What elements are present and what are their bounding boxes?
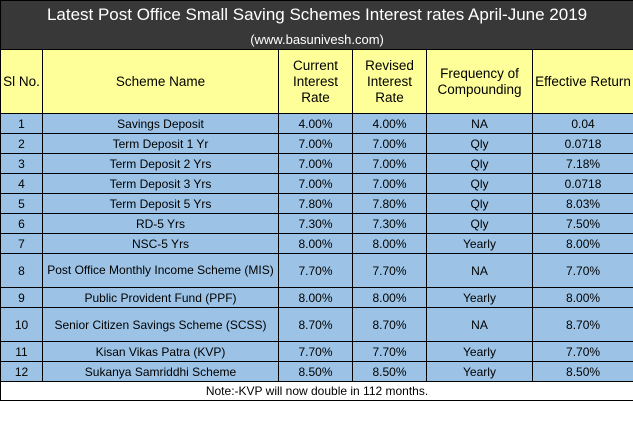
table-row: 3 Term Deposit 2 Yrs 7.00% 7.00% Qly 7.18% [0,153,633,174]
table-row: 7 NSC-5 Yrs 8.00% 8.00% Yearly 8.00% [0,233,633,254]
cell-scheme-name: Term Deposit 5 Yrs [42,193,279,214]
cell-scheme-name: Kisan Vikas Patra (KVP) [42,341,279,362]
header-current-rate: Current Interest Rate [278,49,353,114]
cell-current-rate: 7.00% [278,173,353,194]
cell-current-rate: 7.30% [278,213,353,234]
table-row: 6 RD-5 Yrs 7.30% 7.30% Qly 7.50% [0,213,633,234]
table-row: 9 Public Provident Fund (PPF) 8.00% 8.00% Ye… [0,287,633,308]
cell-sl-no: 2 [0,133,43,154]
table-row: 2 Term Deposit 1 Yr 7.00% 7.00% Qly 0.0718 [0,133,633,154]
cell-frequency: Yearly [426,361,533,382]
cell-frequency: Yearly [426,287,533,308]
cell-revised-rate: 7.70% [352,341,427,362]
cell-scheme-name: Savings Deposit [42,113,279,134]
table-title: Latest Post Office Small Saving Schemes … [0,0,633,29]
cell-revised-rate: 7.80% [352,193,427,214]
cell-effective-return: 7.18% [531,153,633,174]
cell-frequency: Qly [426,153,533,174]
cell-effective-return: 7.50% [531,213,633,234]
cell-revised-rate: 8.50% [352,361,427,382]
cell-revised-rate: 8.00% [352,233,427,254]
cell-scheme-name: Senior Citizen Savings Scheme (SCSS) [42,307,279,342]
cell-frequency: NA [426,113,533,134]
subtitle-row: (www.basunivesh.com) [0,29,633,50]
table-row: 12 Sukanya Samriddhi Scheme 8.50% 8.50% Year… [0,361,633,382]
table-row: 10 Senior Citizen Savings Scheme (SCSS) 8.… [0,307,633,342]
cell-revised-rate: 7.70% [352,253,427,288]
cell-effective-return: 0.0718 [531,173,633,194]
cell-revised-rate: 7.00% [352,133,427,154]
cell-effective-return: 7.70% [531,341,633,362]
cell-effective-return: 7.70% [531,253,633,288]
cell-current-rate: 7.70% [278,341,353,362]
cell-scheme-name: Term Deposit 2 Yrs [42,153,279,174]
cell-effective-return: 8.00% [531,287,633,308]
table-row: 5 Term Deposit 5 Yrs 7.80% 7.80% Qly 8.03% [0,193,633,214]
header-sl-no: Sl No. [0,49,43,114]
cell-sl-no: 11 [0,341,43,362]
cell-revised-rate: 7.00% [352,173,427,194]
title-row: Latest Post Office Small Saving Schemes … [0,0,633,29]
cell-current-rate: 7.00% [278,133,353,154]
cell-current-rate: 8.50% [278,361,353,382]
table-row: 8 Post Office Monthly Income Scheme (MIS)… [0,253,633,288]
cell-effective-return: 8.03% [531,193,633,214]
cell-sl-no: 8 [0,253,43,288]
cell-scheme-name: Public Provident Fund (PPF) [42,287,279,308]
cell-revised-rate: 8.00% [352,287,427,308]
cell-scheme-name: Sukanya Samriddhi Scheme [42,361,279,382]
cell-scheme-name: RD-5 Yrs [42,213,279,234]
header-row: Sl No. Scheme Name Current Interest Rate… [0,49,633,114]
cell-frequency: NA [426,307,533,342]
cell-sl-no: 5 [0,193,43,214]
table-subtitle: (www.basunivesh.com) [0,29,633,50]
table-note: Note:-KVP will now double in 112 months. [0,381,633,401]
cell-sl-no: 4 [0,173,43,194]
cell-current-rate: 8.00% [278,233,353,254]
note-row: Note:-KVP will now double in 112 months. [0,381,633,401]
cell-current-rate: 7.70% [278,253,353,288]
cell-frequency: Qly [426,133,533,154]
table-row: 11 Kisan Vikas Patra (KVP) 7.70% 7.70% Yearl… [0,341,633,362]
cell-frequency: Yearly [426,341,533,362]
table-row: 4 Term Deposit 3 Yrs 7.00% 7.00% Qly 0.0718 [0,173,633,194]
cell-sl-no: 6 [0,213,43,234]
cell-sl-no: 10 [0,307,43,342]
cell-current-rate: 8.00% [278,287,353,308]
cell-effective-return: 8.00% [531,233,633,254]
cell-scheme-name: NSC-5 Yrs [42,233,279,254]
cell-revised-rate: 7.30% [352,213,427,234]
cell-effective-return: 8.70% [531,307,633,342]
cell-frequency: Yearly [426,233,533,254]
cell-current-rate: 7.80% [278,193,353,214]
cell-current-rate: 8.70% [278,307,353,342]
cell-scheme-name: Term Deposit 3 Yrs [42,173,279,194]
cell-current-rate: 7.00% [278,153,353,174]
cell-sl-no: 3 [0,153,43,174]
header-frequency: Frequency of Compounding [426,49,533,114]
cell-revised-rate: 7.00% [352,153,427,174]
cell-current-rate: 4.00% [278,113,353,134]
cell-sl-no: 12 [0,361,43,382]
table-row: 1 Savings Deposit 4.00% 4.00% NA 0.04 [0,113,633,134]
cell-sl-no: 9 [0,287,43,308]
cell-sl-no: 1 [0,113,43,134]
cell-frequency: Qly [426,193,533,214]
cell-scheme-name: Post Office Monthly Income Scheme (MIS) [42,253,279,288]
cell-frequency: Qly [426,173,533,194]
cell-scheme-name: Term Deposit 1 Yr [42,133,279,154]
cell-revised-rate: 8.70% [352,307,427,342]
cell-frequency: Qly [426,213,533,234]
header-effective-return: Effective Return [531,49,633,114]
interest-rates-table: Latest Post Office Small Saving Schemes … [0,0,633,401]
cell-effective-return: 0.0718 [531,133,633,154]
header-revised-rate: Revised Interest Rate [352,49,427,114]
cell-sl-no: 7 [0,233,43,254]
cell-effective-return: 8.50% [531,361,633,382]
cell-revised-rate: 4.00% [352,113,427,134]
cell-effective-return: 0.04 [531,113,633,134]
cell-frequency: NA [426,253,533,288]
header-scheme-name: Scheme Name [42,49,279,114]
